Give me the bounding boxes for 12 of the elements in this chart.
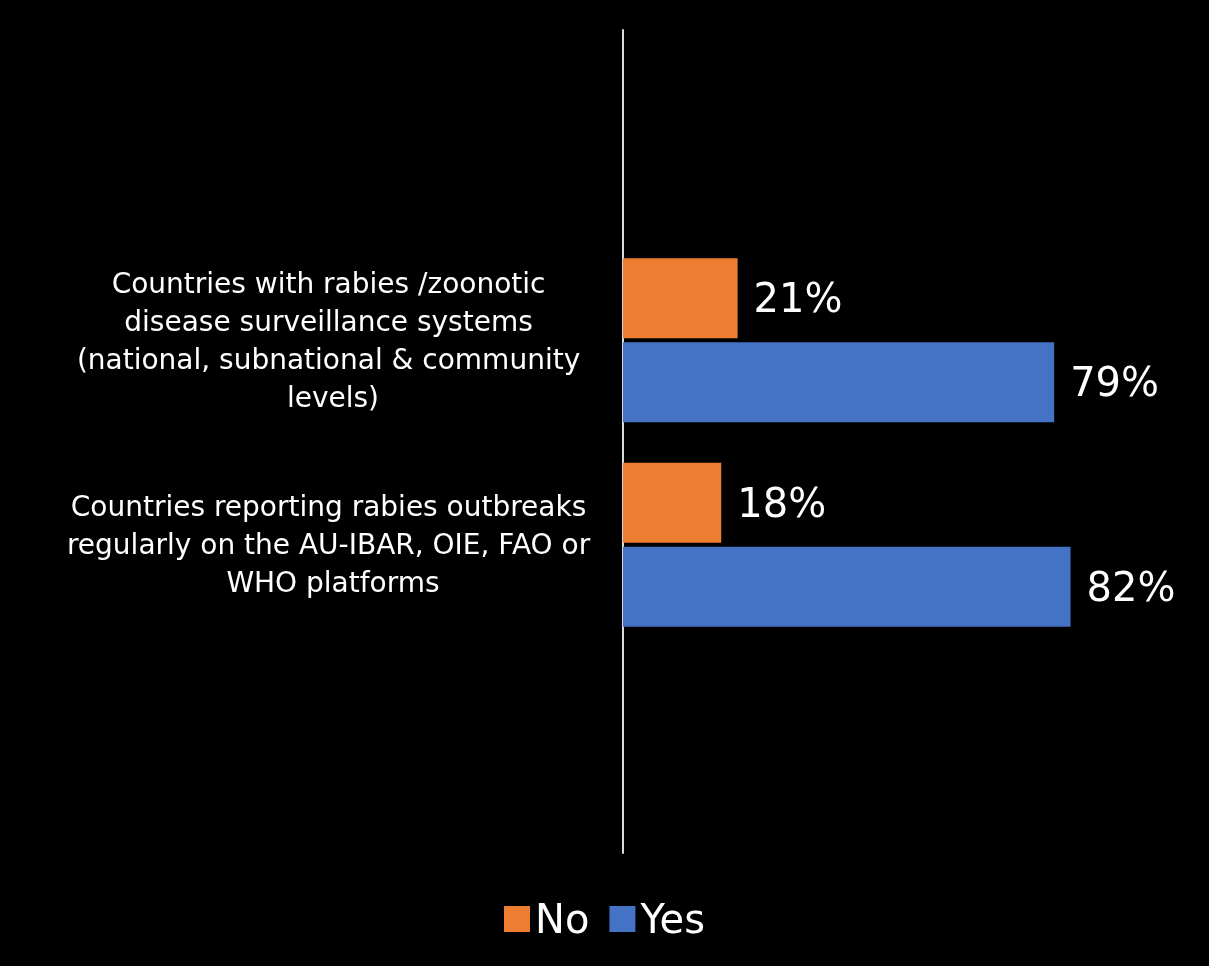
y-tick-label: Countries reporting rabies outbreaks regularly on the AU-IBAR, OIE, FAO or WHO platforms	[66, 490, 600, 600]
legend-label: No	[535, 896, 590, 942]
bar	[623, 546, 1071, 627]
data-label: 79%	[1070, 359, 1160, 406]
data-label: 21%	[753, 275, 843, 322]
bar	[623, 258, 738, 339]
bar	[623, 342, 1055, 423]
data-label: 82%	[1086, 563, 1176, 610]
data-label: 18%	[737, 479, 827, 526]
bar	[623, 462, 722, 543]
y-tick-label: Countries with rabies /zoonotic disease surveillance systems (national, subnational & community levels)	[76, 266, 590, 414]
legend-label: Yes	[639, 896, 705, 942]
